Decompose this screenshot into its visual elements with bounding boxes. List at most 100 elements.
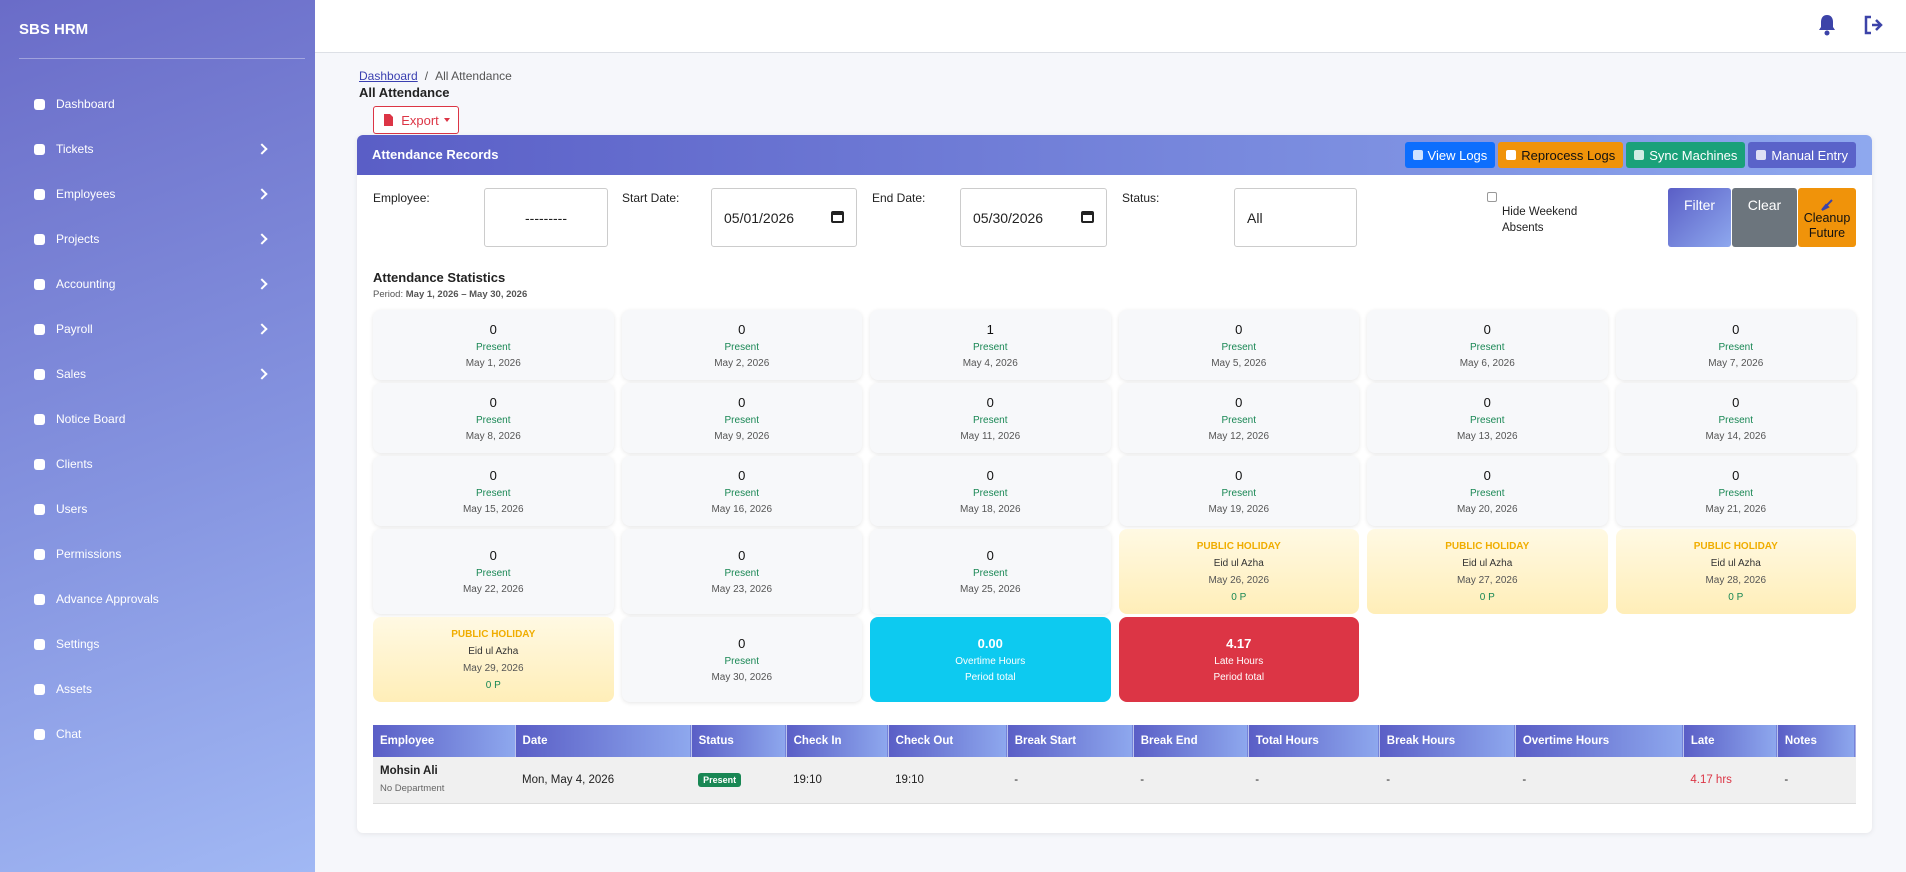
day-date: May 8, 2026 (465, 430, 521, 442)
day-count: 0 (986, 467, 994, 483)
nav-label: Accounting (56, 277, 116, 291)
input-value: 05/30/2026 (973, 209, 1044, 226)
column-header: Date (515, 725, 692, 757)
column-header: Notes (1777, 725, 1857, 757)
nav-item[interactable]: Dashboard (0, 89, 315, 119)
nav-label: Sales (56, 367, 87, 381)
filter-label: Start Date: (622, 191, 680, 205)
nav-label: Permissions (56, 547, 122, 561)
nav-label: Clients (56, 457, 93, 471)
day-card: 0 Present May 25, 2026 (870, 529, 1111, 614)
day-card: 0 Present May 15, 2026 (373, 456, 614, 526)
nav-item[interactable]: Sales (0, 359, 315, 389)
day-count: 0 (1235, 467, 1243, 483)
select-value: All (1247, 209, 1263, 226)
day-count: 0 (738, 394, 746, 410)
nav-item[interactable]: Notice Board (0, 404, 315, 434)
logout-icon[interactable] (1863, 15, 1885, 35)
employee-select[interactable]: --------- (484, 188, 608, 247)
end-date-input[interactable]: 05/30/2026 (960, 188, 1107, 247)
brand: SBS HRM (19, 21, 89, 38)
day-label: Present (1221, 487, 1256, 499)
nav-item[interactable]: Tickets (0, 134, 315, 164)
start-date-input[interactable]: 05/01/2026 (711, 188, 857, 247)
column-header: Break Start (1007, 725, 1134, 757)
nav-label: Chat (56, 727, 82, 741)
cleanup-button[interactable]: Cleanup Future (1798, 188, 1856, 247)
day-date: May 20, 2026 (1456, 503, 1518, 515)
nav-item[interactable]: Projects (0, 224, 315, 254)
nav-label: Notice Board (56, 412, 126, 426)
day-label: Present (724, 568, 759, 579)
nav-item[interactable]: Clients (0, 449, 315, 479)
nav-label: Users (56, 502, 88, 516)
holiday-name: Eid ul Azha (1462, 557, 1513, 569)
checkbox-label: Hide Weekend Absents (1502, 206, 1578, 234)
table-cell: - (1379, 757, 1516, 804)
status-select[interactable]: All (1234, 188, 1357, 247)
action-button[interactable]: Sync Machines (1626, 142, 1746, 168)
table-row: Mohsin Ali No Department Mon, May 4, 2026 P… (373, 757, 1856, 804)
day-label: Present (1470, 414, 1505, 426)
nav-icon (34, 728, 45, 740)
nav-item[interactable]: Payroll (0, 314, 315, 344)
column-header: Break Hours (1379, 725, 1516, 757)
nav-item[interactable]: Permissions (0, 539, 315, 569)
breadcrumb-item[interactable]: Dashboard (359, 69, 418, 83)
table-cell: 4.17 hrs (1683, 757, 1778, 804)
holiday-date: May 28, 2026 (1705, 574, 1767, 586)
day-count: 0 (738, 321, 746, 337)
checkbox[interactable] (1487, 192, 1497, 202)
nav-item[interactable]: Accounting (0, 269, 315, 299)
day-card: 0 Present May 16, 2026 (621, 456, 862, 526)
day-label: Present (1221, 414, 1256, 426)
day-card: 0 Present May 30, 2026 (621, 617, 862, 702)
action-icon (1756, 150, 1767, 160)
day-label: Present (476, 341, 511, 353)
day-count: 1 (986, 321, 994, 337)
holiday-note: 0 P (1231, 591, 1247, 603)
bell-icon[interactable] (1817, 14, 1837, 36)
nav-item[interactable]: Users (0, 494, 315, 524)
nav-item[interactable]: Advance Approvals (0, 584, 315, 614)
day-label: Present (1470, 341, 1505, 353)
action-button[interactable]: Reprocess Logs (1498, 142, 1624, 168)
holiday-badge: PUBLIC HOLIDAY (451, 628, 536, 640)
holiday-name: Eid ul Azha (1213, 557, 1264, 569)
holiday-badge: PUBLIC HOLIDAY (1196, 540, 1281, 552)
export-button[interactable]: Export (373, 106, 459, 134)
day-card: 0 Present May 6, 2026 (1367, 310, 1608, 380)
filter-button[interactable]: Filter (1668, 188, 1731, 247)
day-card: 0 Present May 2, 2026 (621, 310, 862, 380)
clear-button[interactable]: Clear (1732, 188, 1797, 247)
nav-icon (34, 638, 45, 650)
day-count: 0 (1483, 321, 1491, 337)
nav-item[interactable]: Assets (0, 674, 315, 704)
day-date: May 1, 2026 (465, 357, 521, 369)
action-button[interactable]: View Logs (1404, 142, 1496, 168)
header-row: Employee Date Status Check In Check Out Break… (373, 725, 1857, 757)
column-header: Overtime Hours (1515, 725, 1684, 757)
column-header: Status (691, 725, 787, 757)
nav-icon (34, 548, 45, 560)
nav-item[interactable]: Chat (0, 719, 315, 749)
period-label: Period: (373, 289, 404, 300)
nav-item[interactable]: Settings (0, 629, 315, 659)
action-label: View Logs (1427, 147, 1488, 163)
nav-label: Assets (56, 682, 93, 696)
day-label: Present (724, 656, 759, 667)
column-header: Break End (1133, 725, 1249, 757)
column-header: Check In (786, 725, 889, 757)
nav-item[interactable]: Employees (0, 179, 315, 209)
nav-arrow (256, 143, 268, 155)
table-cell: Present (691, 757, 787, 804)
summary-sub: Period total (1213, 672, 1265, 683)
day-card: 0 Present May 21, 2026 (1615, 456, 1856, 526)
caret (443, 118, 450, 122)
nav-icon (34, 368, 45, 380)
summary-value: 0.00 (977, 636, 1003, 651)
day-label: Present (724, 341, 759, 353)
day-count: 0 (1235, 394, 1243, 410)
day-date: May 6, 2026 (1459, 357, 1515, 369)
action-button[interactable]: Manual Entry (1748, 142, 1856, 168)
